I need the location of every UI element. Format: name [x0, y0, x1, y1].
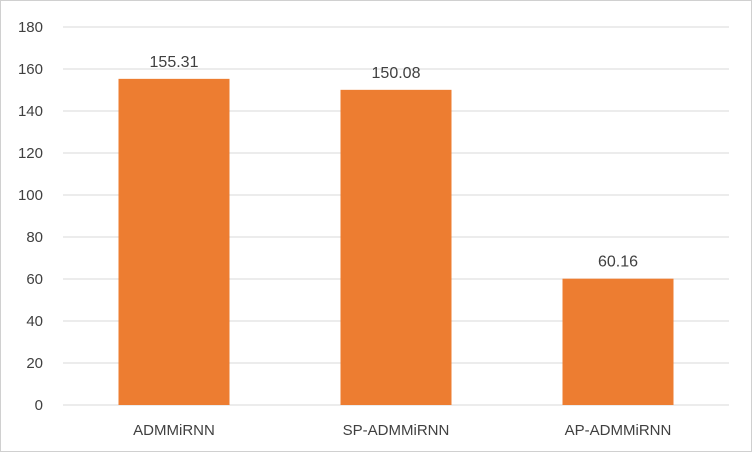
x-tick-label: AP-ADMMiRNN [565, 422, 672, 439]
y-tick-label: 100 [18, 187, 43, 204]
y-tick-label: 120 [18, 145, 43, 162]
data-label: 155.31 [150, 54, 199, 71]
y-tick-label: 160 [18, 61, 43, 78]
y-tick-label: 140 [18, 103, 43, 120]
bar [340, 89, 452, 405]
y-tick-label: 20 [26, 355, 43, 372]
x-tick-label: SP-ADMMiRNN [343, 422, 450, 439]
data-label: 150.08 [372, 65, 421, 82]
bar [118, 78, 230, 405]
data-label: 60.16 [598, 254, 638, 271]
y-tick-label: 180 [18, 19, 43, 36]
y-tick-label: 0 [35, 397, 43, 414]
y-tick-label: 40 [26, 313, 43, 330]
bar [562, 278, 674, 405]
y-tick-label: 80 [26, 229, 43, 246]
x-tick-label: ADMMiRNN [133, 422, 215, 439]
y-tick-label: 60 [26, 271, 43, 288]
